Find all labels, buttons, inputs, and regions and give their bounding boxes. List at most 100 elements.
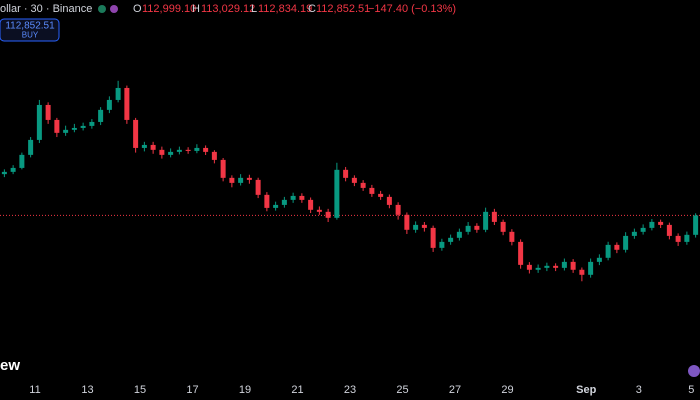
x-tick-label: 29 (501, 384, 513, 396)
candle-body (168, 151, 174, 155)
x-tick-label: 15 (134, 384, 146, 396)
candle-body (483, 211, 489, 230)
candle-body (421, 224, 427, 228)
x-tick-label: 3 (636, 384, 642, 396)
candle-body (159, 149, 165, 155)
candle-body (54, 119, 60, 133)
high-value: 113,029.12 (201, 3, 255, 15)
candle-body (124, 87, 130, 120)
candle-body (141, 144, 147, 148)
change: −147.40 (−0.13%) (368, 3, 456, 15)
low-value: 112,834.19 (258, 3, 312, 15)
candle-body (693, 215, 699, 235)
candle-body (273, 204, 279, 208)
plot: 11 13 15 17 19 21 23 25 27 29 Sep 3 5 (0, 80, 700, 396)
buy-box[interactable] (0, 18, 60, 42)
candle-body (63, 129, 69, 133)
candle-body (430, 227, 436, 248)
candle-body (133, 119, 139, 148)
candle-body (553, 265, 559, 268)
candle-body (631, 231, 637, 236)
candle-body (658, 221, 664, 225)
candle-body (439, 241, 445, 248)
candle-body (45, 104, 51, 120)
candle-body (299, 195, 305, 200)
candle-body (28, 139, 34, 155)
candle-body (203, 147, 209, 152)
x-tick-label: 23 (344, 384, 356, 396)
candle-body (80, 125, 86, 128)
candle-body (89, 121, 95, 126)
candle-body (255, 179, 261, 195)
candle-body (535, 267, 541, 270)
close-label: C (308, 3, 316, 15)
candle-body (334, 169, 340, 218)
candle-body (264, 194, 270, 208)
candle-body (675, 235, 681, 242)
candle-body (684, 234, 690, 242)
candle-body (474, 225, 480, 230)
plugin-icon[interactable] (110, 5, 118, 13)
candle-body (404, 214, 410, 230)
candle-body (71, 127, 77, 130)
corner-icon[interactable] (688, 365, 700, 377)
candle-body (614, 244, 620, 250)
candle-body (649, 221, 655, 228)
candle-body (456, 231, 462, 238)
buy-button[interactable]: 112,852.51 BUY (0, 18, 60, 42)
candle-body (98, 109, 104, 122)
x-tick-label: 25 (396, 384, 408, 396)
candle-body (343, 169, 349, 178)
candle-body (588, 261, 594, 275)
candle-body (351, 177, 357, 183)
high-label: H (192, 3, 200, 15)
x-tick-label: 27 (449, 384, 461, 396)
candle-body (10, 167, 16, 172)
candle-body (290, 195, 296, 200)
candle-body (115, 87, 121, 100)
candle-body (491, 211, 497, 222)
candle-body (185, 149, 191, 151)
candle-body (281, 199, 287, 205)
candle-body (211, 151, 217, 160)
candle-body (561, 261, 567, 268)
candle-body (640, 227, 646, 232)
close-value: 112,852.51 (316, 3, 370, 15)
candle-body (395, 204, 401, 215)
candle-body (465, 225, 471, 232)
x-tick-label: Sep (576, 384, 596, 396)
candle-body (448, 237, 454, 242)
candle-body (325, 211, 331, 218)
candle-body (220, 159, 226, 178)
x-tick-label: 5 (688, 384, 694, 396)
x-tick-label: 11 (29, 384, 40, 396)
symbol: ollar · 30 · Binance (0, 3, 92, 15)
candle-body (666, 224, 672, 236)
candle-body (19, 154, 25, 168)
candle-body (308, 199, 314, 210)
buy-label: BUY (22, 31, 39, 40)
candle-body (518, 241, 524, 265)
candle-body (605, 244, 611, 258)
candle-body (246, 177, 252, 180)
candle-body (579, 269, 585, 275)
candle-body (106, 99, 112, 110)
candle-body (316, 209, 322, 212)
candle-body (413, 224, 419, 230)
candle-body (360, 182, 366, 188)
candle-body (1, 171, 7, 175)
candle-body (176, 149, 182, 152)
candle-body (509, 231, 515, 242)
candle-body (386, 196, 392, 205)
candle-body (526, 264, 532, 270)
candle-body (544, 265, 550, 268)
buy-price: 112,852.51 (5, 21, 55, 32)
logo: ew (0, 357, 20, 374)
open-label: O (133, 3, 142, 15)
candle-body (369, 187, 375, 194)
candle-body (36, 104, 42, 140)
candle-body (623, 235, 629, 250)
candle-body (378, 193, 384, 197)
